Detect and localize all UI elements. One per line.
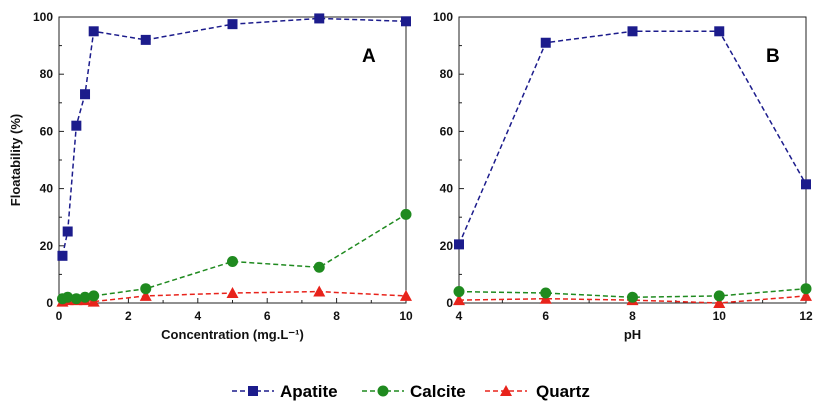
panel-a-calcite-point: [88, 290, 100, 302]
panel-a-quartz-point: [400, 289, 412, 301]
panel-a-calcite-point: [140, 283, 152, 295]
panel-b-calcite-point: [453, 286, 465, 298]
panel-b-x-tick-label: 6: [542, 309, 549, 323]
panel-b-y-tick-label: 80: [440, 67, 454, 81]
panel-a-x-tick-label: 2: [125, 309, 132, 323]
legend-apatite-label: Apatite: [280, 382, 338, 401]
panel-a-apatite-point: [80, 89, 91, 100]
panel-a-apatite-point: [57, 250, 68, 261]
panel-a-calcite-series: [56, 208, 412, 305]
panel-b-calcite-point: [800, 283, 812, 295]
panel-b-calcite-point: [627, 291, 638, 303]
panel-a-x-tick-label: 0: [56, 309, 63, 323]
panel-b-y-tick-label: 100: [433, 10, 453, 24]
panel-b-apatite-series: [454, 26, 811, 250]
panel-a-calcite-point: [79, 291, 91, 303]
legend-calcite-marker: [377, 385, 389, 397]
panel-a-y-tick-label: 0: [46, 296, 53, 310]
panel-b-x-tick-label: 12: [799, 309, 813, 323]
panel-a-apatite-point: [314, 13, 325, 24]
panel-a-apatite-point: [140, 34, 151, 45]
panel-b-quartz-point: [453, 294, 465, 306]
legend-quartz-label: Quartz: [536, 382, 590, 401]
legend-quartz-marker: [500, 385, 512, 396]
panel-a-y-tick-label: 80: [40, 67, 54, 81]
panel-b-y-tick-label: 20: [440, 239, 454, 253]
panel-a-apatite-point: [227, 19, 238, 30]
legend-apatite-marker: [248, 386, 258, 396]
panel-a-y-tick-label: 20: [40, 239, 54, 253]
legend: Apatite Calcite Quartz: [232, 382, 590, 401]
panel-b-y-tick-label: 40: [440, 182, 454, 196]
panel-b-label: B: [766, 46, 780, 67]
panel-b-plot-frame: [458, 16, 807, 304]
panel-a-quartz-point: [139, 289, 152, 301]
panel-b-calcite-point: [713, 290, 725, 302]
panel-b-y-tick-label: 60: [440, 124, 454, 138]
panel-b-chart: 4 6 8 10 12 0 20 40 60 80 100 pH B: [433, 10, 813, 342]
panel-a-y-tick-label: 40: [40, 182, 54, 196]
panel-a-apatite-point: [71, 120, 82, 131]
panel-b-calcite-point: [540, 287, 552, 299]
panel-a-apatite-point: [401, 16, 411, 27]
panel-a-x-tick-label: 8: [333, 309, 340, 323]
panel-a-y-axis-title: Floatability (%): [8, 114, 23, 206]
panel-a-calcite-point: [400, 208, 412, 220]
panel-b-x-tick-label: 4: [456, 309, 463, 323]
panel-a-apatite-point: [88, 26, 99, 37]
panel-a-quartz-point: [313, 285, 326, 297]
panel-a-calcite-point: [313, 261, 325, 273]
panel-b-apatite-point: [714, 26, 725, 37]
panel-a-y-tick-label: 100: [33, 10, 53, 24]
panel-b-apatite-line: [458, 30, 807, 245]
legend-calcite-label: Calcite: [410, 382, 466, 401]
panel-b-y-tick-label: 0: [446, 296, 453, 310]
panel-a-label: A: [362, 46, 376, 67]
panel-a-x-tick-label: 10: [399, 309, 413, 323]
legend-item-calcite: Calcite: [362, 382, 466, 401]
panel-b-apatite-point: [454, 239, 464, 250]
legend-item-quartz: Quartz: [485, 382, 590, 401]
panel-b-x-tick-label: 10: [713, 309, 727, 323]
panel-b-quartz-line: [458, 295, 807, 304]
panel-a-apatite-line: [61, 17, 407, 256]
panel-a-calcite-point: [62, 291, 74, 303]
legend-item-apatite: Apatite: [232, 382, 338, 401]
panel-a-y-tick-label: 60: [40, 124, 54, 138]
panel-a-x-axis-title: Concentration (mg.L⁻¹): [161, 327, 304, 342]
panel-b-apatite-point: [801, 179, 811, 190]
panel-b-x-axis-title: pH: [624, 327, 641, 342]
panel-b-quartz-point: [800, 289, 812, 301]
panel-b-calcite-series: [453, 283, 812, 303]
panel-b-apatite-point: [627, 26, 638, 37]
panel-a-x-tick-label: 6: [264, 309, 271, 323]
panel-a-x-tick-label: 4: [194, 309, 201, 323]
panel-a-calcite-point: [227, 256, 238, 268]
panel-b-quartz-point: [713, 297, 726, 308]
panel-a-quartz-point: [226, 286, 239, 298]
panel-b-apatite-point: [540, 37, 551, 48]
panel-a-apatite-point: [62, 226, 73, 237]
panel-a-apatite-series: [57, 13, 411, 261]
panel-a-calcite-point: [70, 293, 82, 305]
panel-b-calcite-line: [458, 287, 807, 299]
panel-b-x-tick-label: 8: [629, 309, 636, 323]
